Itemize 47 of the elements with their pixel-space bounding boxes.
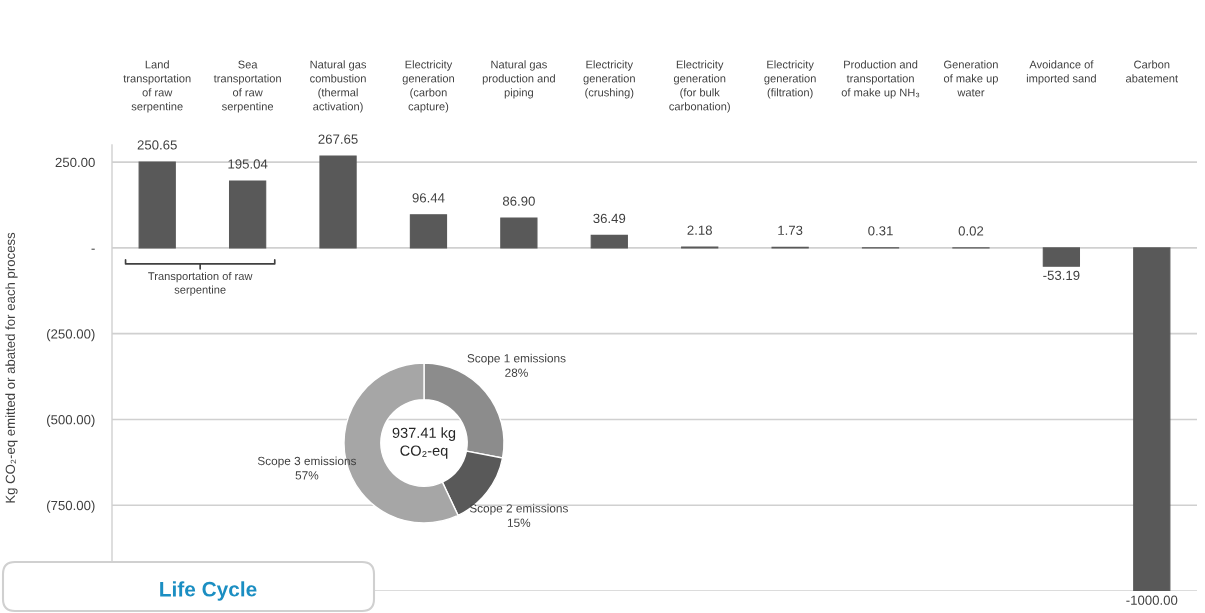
x-tick-label: Land transportation of raw serpentine <box>123 60 191 113</box>
x-tick-label: Electricity generation (filtration) <box>764 60 816 99</box>
bar <box>500 217 538 249</box>
data-label: 267.65 <box>318 134 358 144</box>
data-label: 96.44 <box>412 193 445 203</box>
data-label: -53.19 <box>1043 270 1080 281</box>
bar <box>228 180 267 249</box>
bar <box>138 161 176 249</box>
slice-label: Scope 2 emissions <box>469 503 568 515</box>
x-tick-label: Natural gas production and piping <box>482 60 555 99</box>
data-label: 15% <box>507 518 531 527</box>
data-label: 195.04 <box>228 159 268 169</box>
slice-label: Scope 3 emissions <box>257 456 357 468</box>
x-tick-label: Generation of make up water <box>943 60 998 97</box>
annotation: Transportation of raw serpentine <box>148 271 253 296</box>
y-axis-title: Kg CO₂-eq emitted or abated for each process <box>5 232 18 503</box>
y-tick-label: (750.00) <box>47 500 95 513</box>
data-label: 0.02 <box>958 226 984 236</box>
y-tick-label: - <box>91 248 95 250</box>
text: Life Cycle <box>160 581 257 601</box>
data-label: 36.49 <box>593 213 626 224</box>
bar <box>1042 247 1081 267</box>
data-label: -1000.00 <box>1126 595 1178 605</box>
y-tick-label: 250.00 <box>55 157 95 168</box>
x-tick-label: Natural gas combustion (thermal activation) <box>310 60 367 113</box>
bar <box>590 234 628 249</box>
data-label: 28% <box>505 368 528 377</box>
data-label: 250.65 <box>137 140 177 150</box>
y-tick-label: (250.00) <box>47 328 95 342</box>
x-tick-label: Electricity generation (crushing) <box>583 60 635 99</box>
data-label: 1.73 <box>778 225 803 235</box>
bar <box>409 214 448 249</box>
bar <box>319 155 357 249</box>
x-tick-label: Electricity generation (for bulk carbonation) <box>669 60 730 113</box>
bar <box>1133 247 1171 591</box>
y-tick-label: (500.00) <box>47 414 95 427</box>
slice-label: Scope 1 emissions <box>467 353 566 365</box>
data-label: 57% <box>295 471 319 480</box>
x-tick-label: Sea transportation of raw serpentine <box>213 60 281 113</box>
x-tick-label: Avoidance of imported sand <box>1026 60 1096 85</box>
x-tick-label: Carbon abatement <box>1126 60 1178 83</box>
data-label: 86.90 <box>502 196 535 206</box>
x-tick-label: Production and transportation of make up NH₃ <box>841 60 920 99</box>
annotation: 937.41 kg CO₂-eq <box>392 427 456 459</box>
data-label: 2.18 <box>687 225 712 235</box>
data-label: 0.31 <box>868 226 893 236</box>
x-tick-label: Electricity generation (carbon capture) <box>402 60 454 113</box>
